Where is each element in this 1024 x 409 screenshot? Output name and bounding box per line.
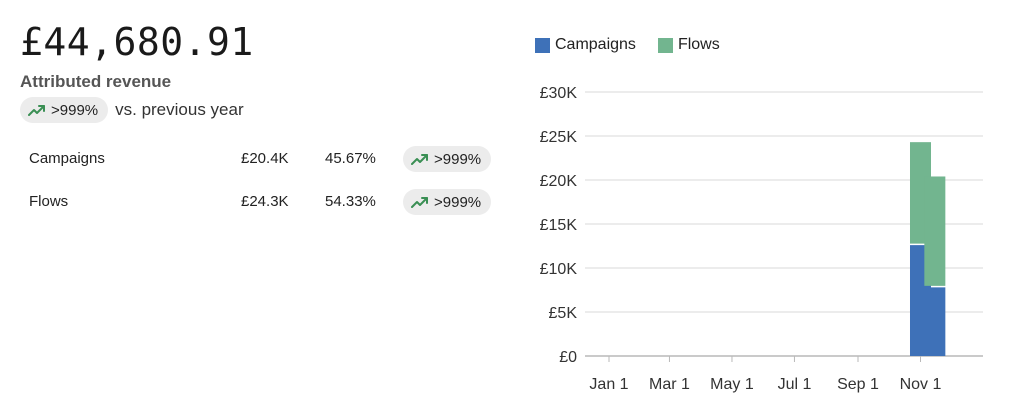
bar-flows [924,176,946,286]
chart-legend: Campaigns Flows [535,36,742,54]
row-change-badge: >999% [403,146,492,172]
row-change-value: >999% [434,150,482,168]
x-tick-label: May 1 [710,376,754,393]
y-tick-label: £5K [549,305,578,322]
y-tick-label: £20K [540,173,578,190]
legend-swatch-flows [657,37,673,53]
row-share: 45.67% [325,150,376,167]
trend-up-icon [411,197,428,208]
row-change-value: >999% [434,193,482,211]
row-value: £24.3K [241,193,289,210]
breakdown-row-campaigns: Campaigns £20.4K 45.67% >999% [0,145,510,173]
legend-label: Campaigns [555,36,636,53]
breakdown-row-flows: Flows £24.3K 54.33% >999% [0,188,510,216]
y-tick-label: £15K [540,217,578,234]
bar-campaigns [924,287,946,356]
row-value: £20.4K [241,150,289,167]
y-tick-label: £30K [540,85,578,102]
legend-swatch-campaigns [535,37,550,53]
legend-label: Flows [677,36,720,53]
row-name: Campaigns [29,150,105,167]
y-tick-label: £0 [559,349,577,366]
legend-item-flows[interactable]: Flows [657,36,720,54]
total-revenue: £44,680.91 [20,20,254,64]
row-share: 54.33% [325,193,376,210]
yoy-badge-value: >999% [51,101,99,119]
row-change-badge: >999% [403,189,492,215]
x-tick-label: Jan 1 [589,376,628,393]
metric-label: Attributed revenue [20,72,172,91]
yoy-suffix: vs. previous year [115,100,244,119]
x-tick-label: Sep 1 [837,376,879,393]
trend-up-icon [411,154,428,165]
y-tick-label: £25K [540,129,578,146]
x-tick-label: Mar 1 [649,376,690,393]
row-name: Flows [29,193,69,210]
yoy-badge: >999% [20,97,109,123]
legend-item-campaigns[interactable]: Campaigns [535,36,636,54]
trend-up-icon [28,105,45,116]
x-tick-label: Jul 1 [778,376,812,393]
x-tick-label: Nov 1 [900,376,942,393]
yoy-comparison: >999% vs. previous year [20,97,244,123]
y-tick-label: £10K [540,261,578,278]
